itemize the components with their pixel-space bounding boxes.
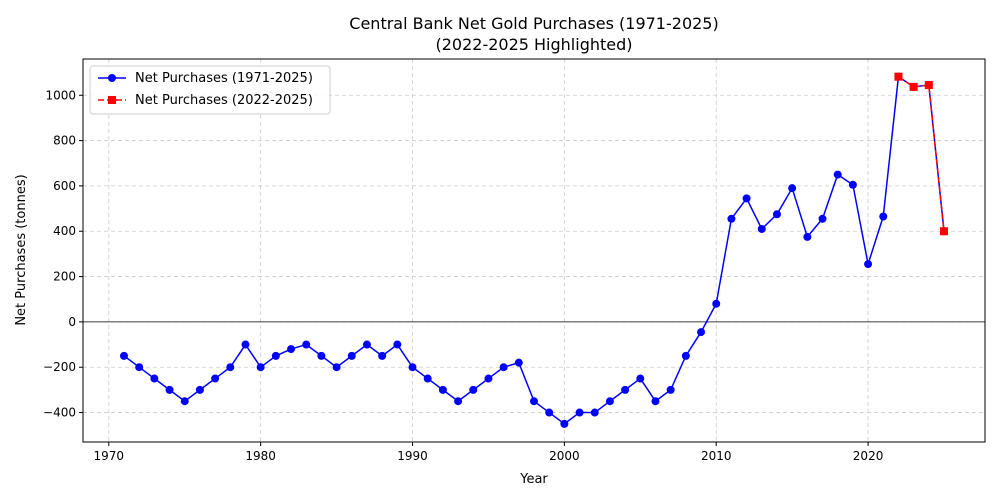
chart-title-line2: (2022-2025 Highlighted) [435,35,632,54]
data-point [454,397,463,406]
legend-item: Net Purchases (2022-2025) [98,93,313,108]
grid-lines [83,59,985,442]
data-point [499,363,508,372]
y-tick-label: 0 [68,315,76,329]
data-point [256,363,265,372]
series-layer [120,72,948,428]
data-point [940,227,948,236]
legend-label: Net Purchases (1971-2025) [135,71,313,86]
legend-marker [108,96,116,104]
data-point [651,397,660,406]
data-point [681,351,690,360]
data-point [560,419,569,428]
data-point [241,340,250,349]
data-point [469,385,478,394]
data-point [727,214,736,223]
series-1 [120,72,948,428]
data-point [347,351,356,360]
data-point [575,408,584,417]
legend-item: Net Purchases (1971-2025) [98,71,313,86]
legend-marker [108,74,116,82]
y-axis-label: Net Purchases (tonnes) [14,174,29,325]
data-point [408,363,417,372]
y-tick-label: 800 [53,134,76,148]
data-point [818,214,827,223]
data-point [697,328,706,337]
data-point [393,340,402,349]
data-point [590,408,599,417]
data-point [378,351,387,360]
data-point [514,358,523,367]
y-tick-label: 200 [53,270,76,284]
data-point [423,374,432,383]
plot-frame [82,58,986,443]
axis-ticks: 1970 1980 1990 2000 2010 2020 −400 −200 0 200 400 6… [43,88,883,463]
data-point [287,345,296,354]
data-point [180,397,189,406]
data-point [909,82,918,91]
x-tick-label: 2010 [701,449,732,463]
data-point [848,180,857,189]
data-point [924,81,933,90]
data-point [545,408,554,417]
x-axis-label: Year [519,472,548,487]
data-point [530,397,538,406]
data-point [894,72,903,81]
data-point [317,351,326,360]
data-point [666,385,675,394]
data-point [120,351,128,360]
data-point [772,210,781,219]
data-point [879,212,888,221]
y-tick-label: 1000 [45,88,76,102]
legend-box [89,65,331,115]
data-point [864,260,873,269]
legend-label: Net Purchases (2022-2025) [135,93,313,108]
data-point [833,170,842,179]
data-point [165,385,174,394]
data-point [195,385,204,394]
series-line [898,76,945,232]
series-2 [894,72,948,236]
x-tick-label: 1990 [397,449,428,463]
chart-title-line1: Central Bank Net Gold Purchases (1971-20… [349,14,718,33]
x-tick-label: 2020 [853,449,884,463]
data-point [332,363,341,372]
data-point [636,374,645,383]
x-tick-label: 2000 [549,449,580,463]
y-tick-label: −200 [43,360,76,374]
data-point [362,340,371,349]
x-tick-label: 1970 [94,449,125,463]
data-point [135,363,144,372]
data-point [757,224,766,233]
series-line [123,75,945,425]
data-point [621,385,630,394]
data-point [271,351,280,360]
data-point [226,363,235,372]
data-point [712,299,721,308]
x-tick-label: 1980 [245,449,276,463]
y-tick-label: 400 [53,224,76,238]
y-tick-label: 600 [53,179,76,193]
data-point [742,194,751,203]
data-point [484,374,493,383]
data-point [788,184,797,193]
data-point [605,397,614,406]
data-point [438,385,447,394]
y-tick-label: −400 [43,406,76,420]
data-point [211,374,220,383]
data-point [302,340,311,349]
legend: Net Purchases (1971-2025) Net Purchases (… [89,65,331,115]
data-point [150,374,159,383]
data-point [803,232,812,241]
